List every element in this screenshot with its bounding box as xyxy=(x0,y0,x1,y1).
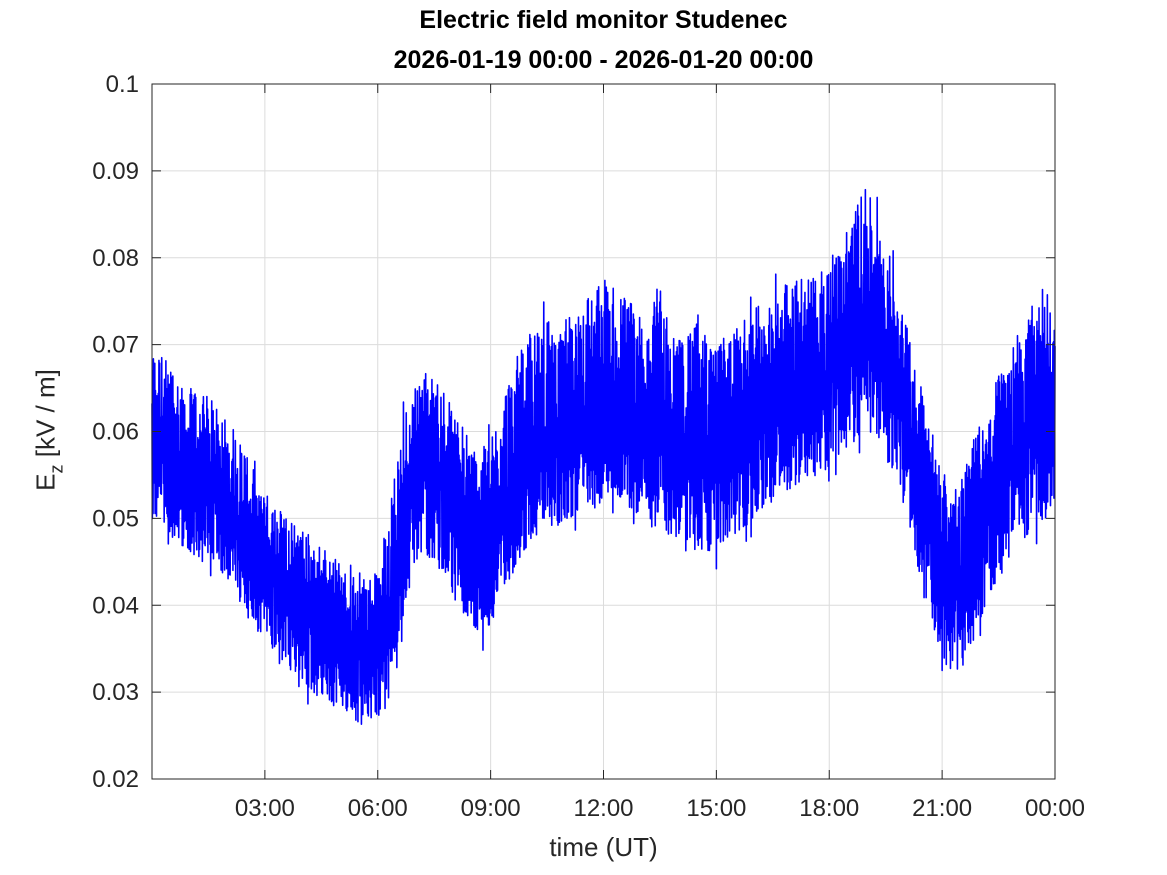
x-tick-labels: 03:00 06:00 09:00 12:00 15:00 18:00 21:00 00:00 xyxy=(235,795,1085,822)
y-tick-labels: 0.02 0.03 0.04 0.05 0.06 0.07 0.08 0.09 0.1 xyxy=(92,71,139,793)
x-tick-label: 09:00 xyxy=(461,795,521,822)
y-tick-label: 0.05 xyxy=(92,505,139,532)
y-tick-label: 0.08 xyxy=(92,245,139,272)
series-group xyxy=(151,188,1056,725)
x-tick-label: 18:00 xyxy=(799,795,859,822)
y-tick-label: 0.07 xyxy=(92,332,139,359)
series-line-ez xyxy=(151,188,1056,725)
y-axis-label-subscript: z xyxy=(46,464,67,474)
y-axis-label: Ez [kV / m] xyxy=(30,369,67,491)
y-tick-label: 0.1 xyxy=(106,71,139,98)
x-tick-label: 21:00 xyxy=(912,795,972,822)
x-axis-label: time (UT) xyxy=(549,832,658,862)
y-tick-label: 0.06 xyxy=(92,419,139,446)
ticks xyxy=(152,83,1056,780)
chart-title: Electric field monitor Studenec xyxy=(419,6,788,34)
y-axis-label-unit: [kV / m] xyxy=(30,369,61,458)
y-tick-label: 0.02 xyxy=(92,766,139,793)
y-axis-label-main: E xyxy=(30,473,61,491)
y-tick-label: 0.03 xyxy=(92,679,139,706)
x-tick-label: 00:00 xyxy=(1025,795,1085,822)
x-tick-label: 06:00 xyxy=(348,795,408,822)
x-tick-label: 15:00 xyxy=(686,795,746,822)
y-tick-label: 0.04 xyxy=(92,592,139,619)
y-tick-label: 0.09 xyxy=(92,158,139,185)
x-tick-label: 12:00 xyxy=(573,795,633,822)
chart-subtitle: 2026-01-19 00:00 - 2026-01-20 00:00 xyxy=(393,46,814,74)
x-tick-label: 03:00 xyxy=(235,795,295,822)
